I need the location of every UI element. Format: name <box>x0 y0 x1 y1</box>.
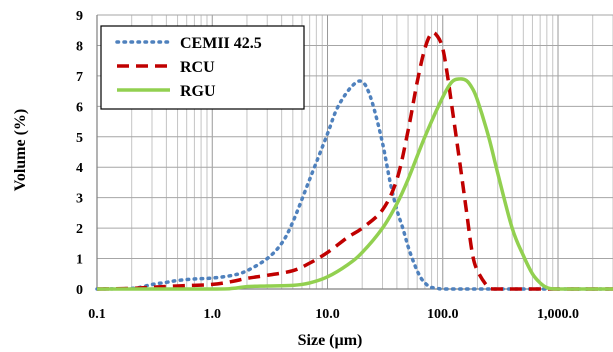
y-tick-label: 5 <box>76 131 83 146</box>
y-tick-label: 2 <box>76 222 83 237</box>
x-tick-label: 1,000.0 <box>537 307 579 322</box>
y-tick-label: 6 <box>76 100 83 115</box>
x-axis-ticks: 0.1 1.0 10.0 100.0 1,000.0 <box>88 307 579 322</box>
x-tick-label: 10.0 <box>315 307 340 322</box>
series-line-rgu <box>97 77 613 291</box>
x-axis-title: Size (µm) <box>298 332 363 349</box>
y-tick-label: 4 <box>76 161 83 176</box>
y-axis-ticks: 0 1 2 3 4 5 6 7 8 9 <box>76 9 83 298</box>
legend-label: RGU <box>180 83 216 100</box>
y-tick-label: 7 <box>76 70 83 85</box>
x-tick-label: 1.0 <box>204 307 222 322</box>
series-line-rcu <box>96 30 613 291</box>
legend: CEMII 42.5 RCU RGU <box>100 25 305 110</box>
y-tick-label: 3 <box>76 192 83 207</box>
x-tick-label: 100.0 <box>427 307 459 322</box>
legend-box <box>100 25 305 110</box>
y-axis-title: Volume (%) <box>12 109 29 192</box>
y-tick-label: 1 <box>76 253 83 268</box>
series-line-cemii-42-5 <box>95 79 613 291</box>
y-tick-label: 8 <box>76 39 83 54</box>
x-tick-label: 0.1 <box>88 307 106 322</box>
legend-label: CEMII 42.5 <box>180 35 262 52</box>
y-tick-label: 9 <box>76 9 83 24</box>
legend-label: RCU <box>180 59 215 76</box>
y-tick-label: 0 <box>76 283 83 298</box>
series-layer <box>95 30 613 291</box>
